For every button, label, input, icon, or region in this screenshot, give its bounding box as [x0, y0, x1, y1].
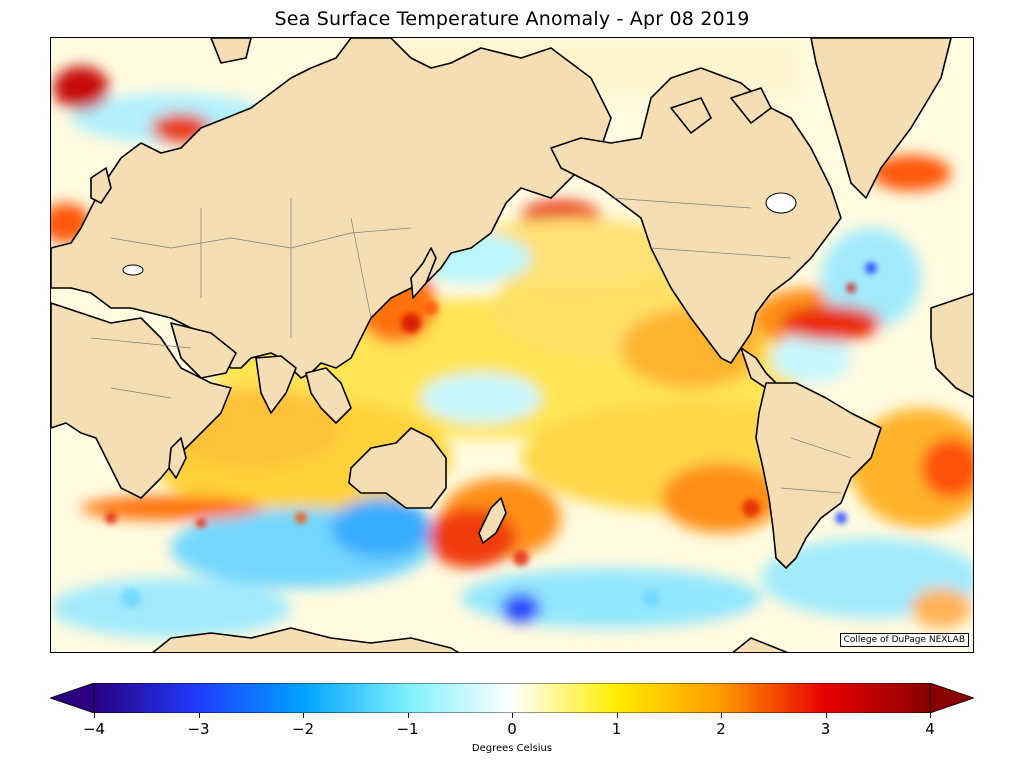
land-masses — [51, 38, 973, 652]
japan-landmass — [410, 247, 437, 299]
arabia-landmass — [170, 322, 237, 379]
lakes — [122, 192, 797, 276]
map-canvas — [51, 38, 973, 652]
colorbar-label: Degrees Celsius — [471, 743, 553, 754]
colorbar-tick-label: 4 — [925, 720, 935, 738]
colorbar-tick-mark — [198, 713, 200, 718]
colorbar-tick-label: 1 — [611, 720, 622, 738]
colorbar-tick-mark — [825, 713, 827, 718]
west-africa-edge — [930, 292, 973, 398]
colorbar-tick-mark — [512, 713, 513, 718]
colorbar-tick-mark — [303, 713, 304, 718]
colorbar-tick-label: −2 — [291, 720, 315, 738]
antarctica-landmass — [152, 627, 460, 652]
colorbar-tick-label: −3 — [187, 720, 210, 738]
colorbar-tick-mark — [930, 713, 931, 718]
greenland-landmass — [810, 38, 952, 199]
colorbar-tick-label: −1 — [396, 720, 419, 738]
colorbar-tick-mark — [721, 713, 722, 718]
southeast-asia-landmass — [305, 367, 352, 424]
new-zealand-landmass — [478, 497, 507, 544]
colorbar — [50, 683, 974, 713]
political-borders — [90, 197, 852, 494]
north-america-landmass — [550, 67, 842, 364]
sst-anomaly-map: College of DuPage NEXLAB — [50, 37, 974, 653]
credit-label: College of DuPage NEXLAB — [839, 633, 969, 647]
africa-landmass — [51, 302, 232, 499]
colorbar-tick-mark — [407, 713, 409, 718]
colorbar-tick-label: 3 — [820, 720, 831, 738]
colorbar-extend-low — [50, 683, 95, 713]
colorbar-extend-high — [929, 683, 974, 713]
india-landmass — [255, 355, 297, 414]
madagascar-landmass — [168, 437, 187, 479]
colorbar-tick-label: 0 — [507, 720, 517, 738]
map-title: Sea Surface Temperature Anomaly - Apr 08… — [274, 8, 750, 30]
colorbar-gradient — [93, 683, 931, 713]
australia-landmass — [348, 427, 447, 509]
uk-landmass — [90, 167, 112, 204]
colorbar-tick-mark — [616, 713, 618, 718]
south-america-landmass — [755, 382, 882, 569]
colorbar-tick-label: 2 — [716, 720, 726, 738]
colorbar-tick-label: −4 — [82, 720, 106, 738]
colorbar-tick-mark — [94, 713, 95, 718]
